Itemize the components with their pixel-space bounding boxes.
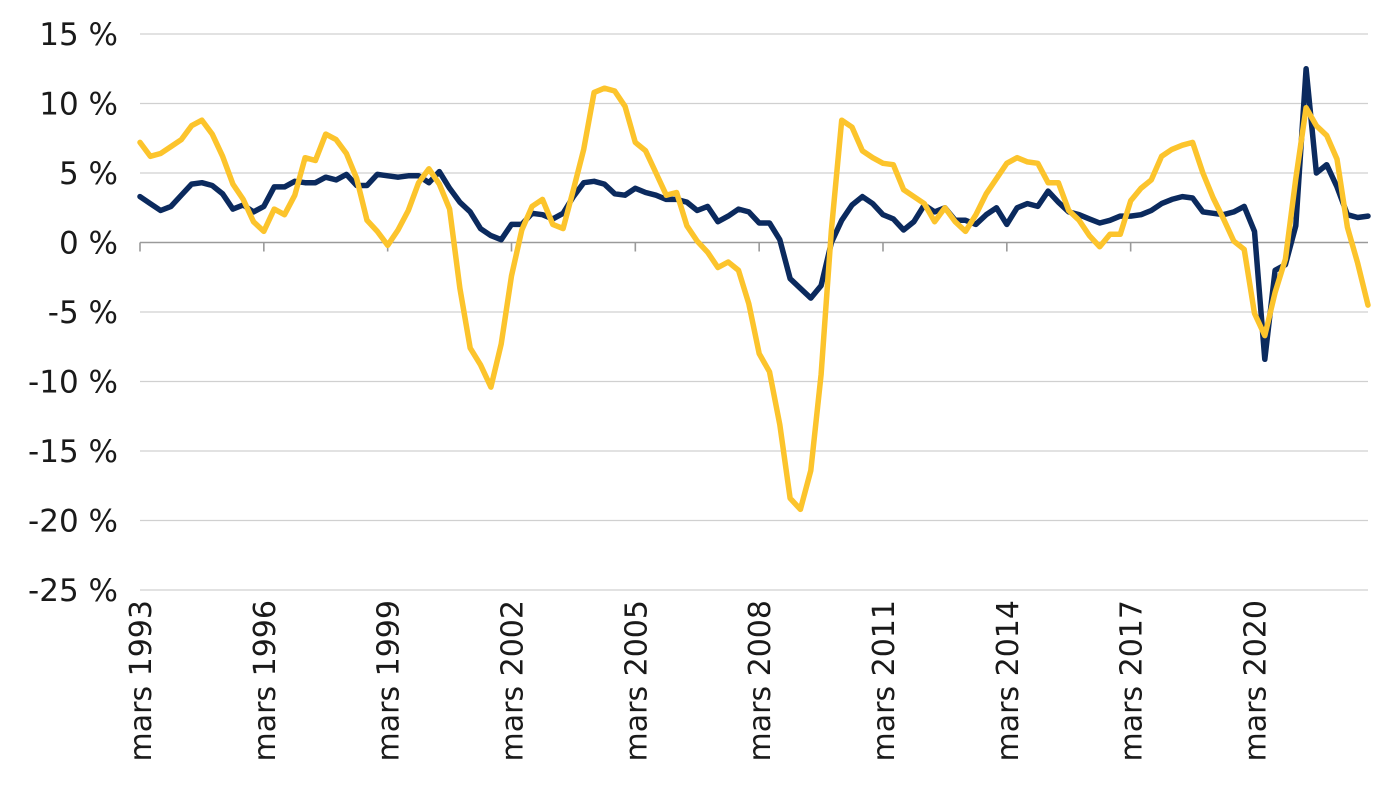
y-tick-label: -20 %: [28, 504, 118, 540]
x-tick-label: mars 2020: [1238, 600, 1273, 761]
y-tick-label: -5 %: [48, 295, 118, 331]
x-tick-label: mars 2005: [619, 600, 654, 761]
y-tick-label: -15 %: [28, 434, 118, 470]
series-line-2: [137, 85, 1371, 513]
y-axis: 15 % 10 % 5 % 0 % -5 % -10 % -15 % -20 % -25 %: [28, 17, 118, 609]
x-tick-label: mars 2008: [743, 600, 778, 761]
x-tick-label: mars 1999: [372, 600, 407, 761]
y-tick-label: 15 %: [39, 17, 118, 53]
y-tick-label: 0 %: [59, 226, 118, 262]
x-tick-label: mars 2011: [867, 600, 902, 761]
gridlines: [140, 33, 1368, 591]
x-tick-label: mars 1993: [124, 600, 159, 761]
y-tick-label: -25 %: [28, 573, 118, 609]
x-tick-label: mars 2014: [991, 600, 1026, 761]
series-group: [137, 66, 1371, 513]
y-tick-label: 5 %: [59, 156, 118, 192]
series-line-1: [137, 66, 1371, 363]
x-axis: mars 1993 mars 1996 mars 1999 mars 2002 mars…: [124, 241, 1368, 761]
x-tick-label: mars 1996: [248, 600, 283, 761]
y-tick-label: 10 %: [39, 87, 118, 123]
x-tick-label: mars 2017: [1115, 600, 1150, 761]
x-tick-label: mars 2002: [495, 600, 530, 761]
y-tick-label: -10 %: [28, 365, 118, 401]
